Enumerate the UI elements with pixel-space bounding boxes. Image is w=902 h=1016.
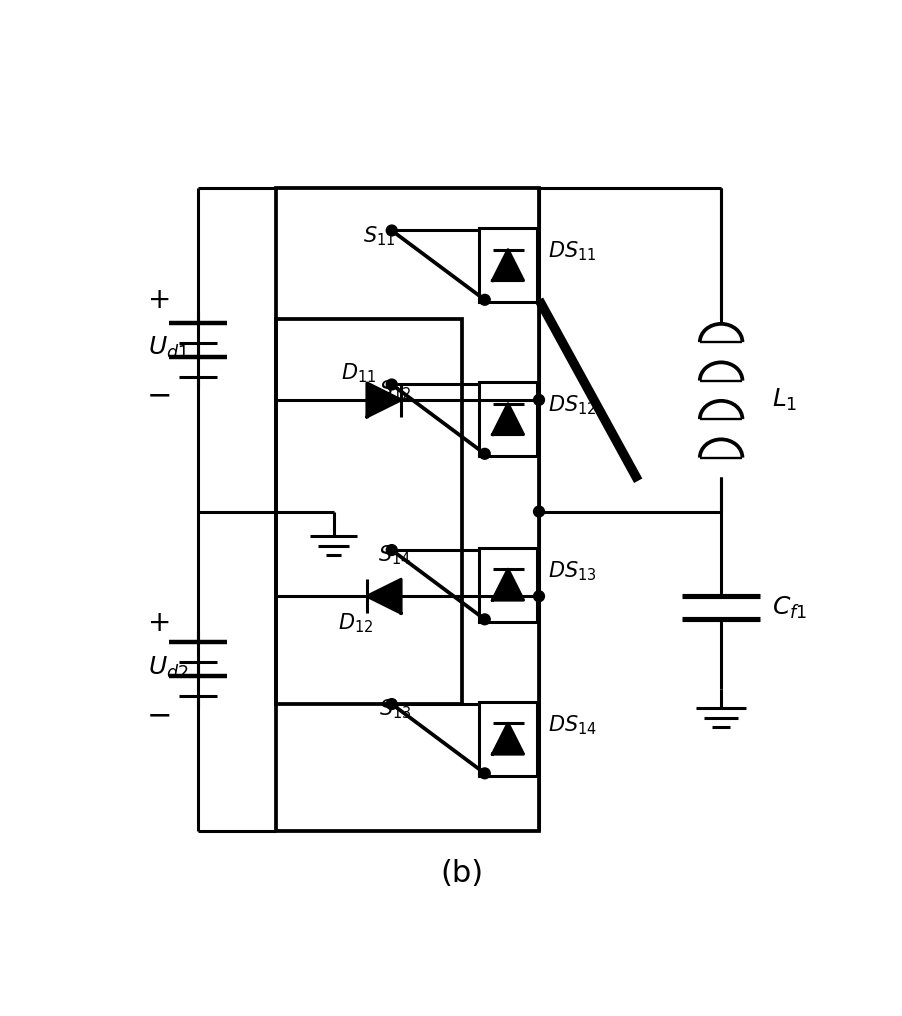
Text: $S_{13}$: $S_{13}$ <box>379 698 411 721</box>
Text: $D_{12}$: $D_{12}$ <box>337 612 373 635</box>
Circle shape <box>386 545 397 556</box>
Text: −: − <box>146 382 172 410</box>
Text: $U_{d2}$: $U_{d2}$ <box>148 654 189 681</box>
Bar <box>479 702 538 775</box>
Text: $DS_{11}$: $DS_{11}$ <box>548 240 597 263</box>
Circle shape <box>386 226 397 236</box>
Circle shape <box>534 394 545 405</box>
Circle shape <box>534 591 545 601</box>
Text: $C_{f1}$: $C_{f1}$ <box>771 594 806 621</box>
Text: $D_{11}$: $D_{11}$ <box>341 361 377 385</box>
Text: −: − <box>146 701 172 731</box>
Text: +: + <box>148 285 171 314</box>
Polygon shape <box>367 383 401 417</box>
Text: $DS_{14}$: $DS_{14}$ <box>548 713 597 737</box>
Text: $S_{11}$: $S_{11}$ <box>364 225 396 248</box>
Circle shape <box>386 379 397 390</box>
Circle shape <box>479 614 490 625</box>
Circle shape <box>386 699 397 709</box>
Text: (b): (b) <box>441 859 483 888</box>
Text: $U_{d1}$: $U_{d1}$ <box>148 335 189 362</box>
Text: $DS_{13}$: $DS_{13}$ <box>548 559 597 582</box>
Bar <box>479 382 538 456</box>
Text: $DS_{12}$: $DS_{12}$ <box>548 393 597 418</box>
Bar <box>275 319 462 704</box>
Bar <box>275 188 539 831</box>
Polygon shape <box>492 569 523 600</box>
Circle shape <box>479 448 490 459</box>
Bar <box>479 229 538 302</box>
Circle shape <box>479 295 490 305</box>
Text: $S_{14}$: $S_{14}$ <box>378 544 411 567</box>
Polygon shape <box>492 403 523 435</box>
Polygon shape <box>367 579 401 614</box>
Polygon shape <box>492 250 523 280</box>
Text: +: + <box>148 610 171 637</box>
Text: $L_1$: $L_1$ <box>771 387 797 412</box>
Circle shape <box>534 506 545 517</box>
Bar <box>479 548 538 622</box>
Text: $S_{12}$: $S_{12}$ <box>379 378 411 401</box>
Circle shape <box>479 768 490 778</box>
Polygon shape <box>492 723 523 754</box>
